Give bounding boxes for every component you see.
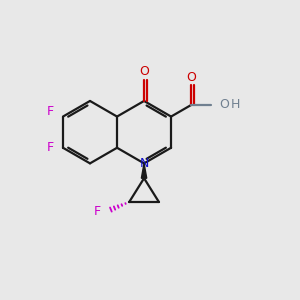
Text: O: O <box>186 70 196 83</box>
Text: F: F <box>47 141 54 154</box>
Text: F: F <box>47 105 54 118</box>
Text: F: F <box>94 205 101 218</box>
Text: O: O <box>219 98 229 112</box>
Polygon shape <box>141 164 147 178</box>
Text: H: H <box>230 98 240 112</box>
Text: N: N <box>140 157 149 170</box>
Text: O: O <box>139 65 149 78</box>
